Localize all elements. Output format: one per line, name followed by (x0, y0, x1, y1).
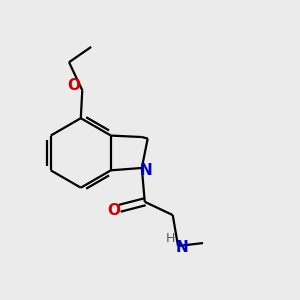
Text: O: O (107, 203, 120, 218)
Text: O: O (67, 78, 80, 93)
Text: N: N (176, 240, 188, 255)
Text: H: H (166, 232, 175, 245)
Text: N: N (139, 163, 152, 178)
